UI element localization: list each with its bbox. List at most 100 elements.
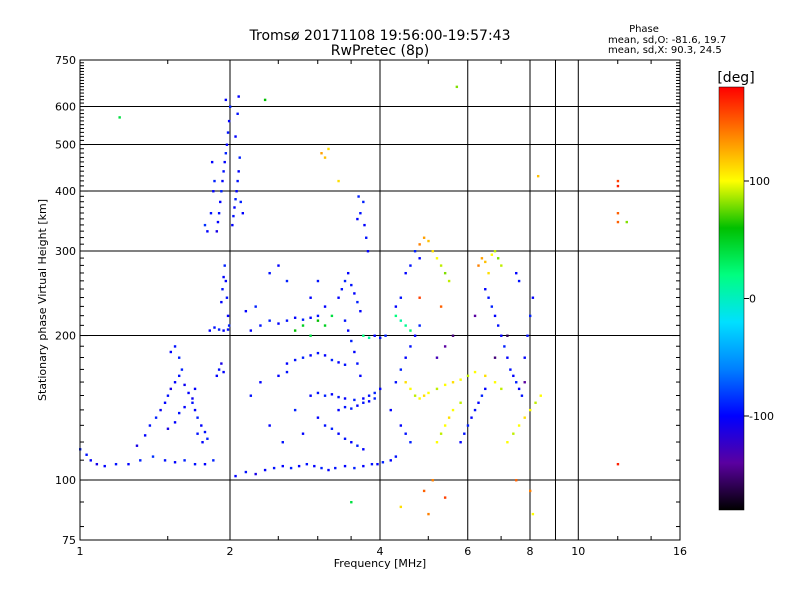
data-point [399,368,403,371]
data-point [490,253,494,256]
data-point [409,345,412,348]
data-point [249,329,253,332]
data-point [203,430,207,434]
data-point [389,408,392,412]
data-point [357,195,360,198]
colorbar [718,86,745,511]
data-point [301,318,305,321]
y-tick-label: 100 [55,474,76,487]
data-point [493,314,497,318]
data-point [359,212,362,215]
data-point [263,468,267,472]
data-point [459,441,462,444]
data-point [301,324,305,327]
data-point [210,160,214,164]
data-point [337,361,340,364]
data-point [166,394,170,397]
data-point [343,405,347,409]
data-point [529,408,532,412]
data-point [340,288,344,291]
data-point [330,427,334,430]
data-point [394,305,398,308]
data-point [362,397,365,400]
data-point [616,462,620,466]
x-tick-label: 6 [464,545,471,558]
data-point [459,401,462,404]
data-point [169,350,173,354]
phase-stats-x: mean, sd,X: 90.3, 24.5 [608,45,722,56]
data-point [268,424,271,427]
data-point [316,319,320,322]
plot-frame [79,59,681,541]
data-point [285,279,289,283]
x-axis-label: Frequency [MHz] [334,557,426,570]
y-tick-label: 750 [55,54,76,67]
data-point [455,85,459,89]
data-point [163,401,167,404]
data-point [343,279,347,283]
data-point [89,459,92,462]
data-point [389,459,392,462]
data-point [367,400,371,403]
data-point [443,496,447,499]
data-point [337,432,340,435]
data-point [343,437,347,440]
data-point [350,339,353,343]
data-point [196,416,199,419]
data-point [512,432,515,435]
data-point [439,264,443,267]
data-point [409,329,412,332]
data-point [226,328,230,331]
data-point [422,489,426,493]
data-point [309,316,312,319]
data-point [159,408,162,412]
data-point [193,462,197,466]
data-point [451,408,455,412]
data-point [220,190,223,193]
data-point [151,455,155,458]
data-point [443,383,447,387]
data-point [285,319,289,322]
data-point [531,512,535,516]
data-point [227,119,231,123]
data-point [244,309,248,313]
data-point [484,260,487,264]
data-point [224,98,228,102]
data-point [350,283,353,287]
data-point [487,296,490,299]
data-point [227,324,231,327]
data-point [330,393,334,396]
data-point [443,271,447,275]
data-point [196,432,199,435]
data-point [413,394,417,397]
data-point [435,257,439,260]
y-tick-label: 200 [55,330,76,343]
data-point [224,279,228,283]
data-point [367,336,371,340]
data-point [480,394,484,397]
data-point [169,387,173,391]
data-point [215,230,219,233]
data-point [316,416,320,419]
data-point [512,374,515,378]
data-point [343,363,347,366]
data-point [480,257,484,260]
data-point [353,292,356,295]
data-point [500,264,503,267]
data-point [443,424,447,427]
data-point [277,322,280,325]
data-point [217,368,221,371]
data-point [431,479,434,482]
data-point [346,329,350,332]
data-point [496,324,500,327]
data-point [226,314,230,318]
data-point [399,424,403,427]
data-point [173,421,177,424]
data-point [447,279,451,283]
data-point [473,370,477,374]
data-point [173,461,177,464]
data-point [95,462,99,466]
data-point [427,239,430,243]
data-point [362,334,365,337]
data-point [191,401,194,404]
